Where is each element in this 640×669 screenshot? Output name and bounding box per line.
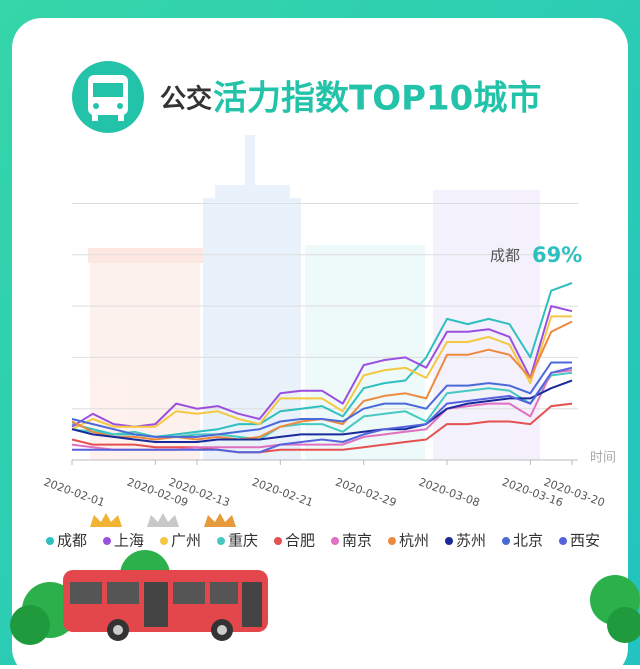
legend-marker: [388, 537, 396, 545]
legend-label: 南京: [342, 532, 372, 550]
rank-crown: [90, 513, 122, 527]
legend-marker: [103, 537, 111, 545]
rank-crown: [204, 513, 236, 527]
series-line: [71, 402, 573, 454]
legend-marker: [445, 537, 453, 545]
legend-marker: [46, 537, 54, 545]
legend-label: 上海: [114, 532, 144, 550]
x-axis-label: 时间: [590, 451, 616, 466]
legend-label: 杭州: [399, 532, 429, 550]
rank-crown: [147, 513, 179, 527]
bus-icon: [72, 61, 144, 133]
legend-label: 苏州: [456, 532, 486, 550]
bus-scene: [10, 550, 640, 645]
legend-marker: [217, 537, 225, 545]
legend-marker: [502, 537, 510, 545]
series-line: [71, 379, 573, 443]
series-line: [71, 315, 572, 431]
legend-label: 合肥: [285, 532, 315, 550]
title-prefix: 公交: [160, 84, 212, 115]
annotation-text: 成都: [490, 247, 520, 265]
legend-label: 重庆: [228, 532, 258, 550]
legend-label: 北京: [513, 532, 543, 550]
legend-marker: [160, 537, 168, 545]
legend-marker: [274, 537, 282, 545]
legend-label: 西安: [570, 532, 600, 550]
series-line: [71, 305, 573, 428]
annotation-label: 69%: [532, 243, 582, 267]
legend-label: 广州: [171, 532, 201, 550]
legend-label: 成都: [57, 532, 87, 550]
legend-marker: [331, 537, 339, 545]
series-line: [71, 361, 572, 438]
source: 数据来源：支付宝&高德: [245, 639, 396, 656]
legend-marker: [559, 537, 567, 545]
title-main: 活力指数TOP10城市: [213, 79, 541, 119]
series-line: [72, 366, 573, 454]
